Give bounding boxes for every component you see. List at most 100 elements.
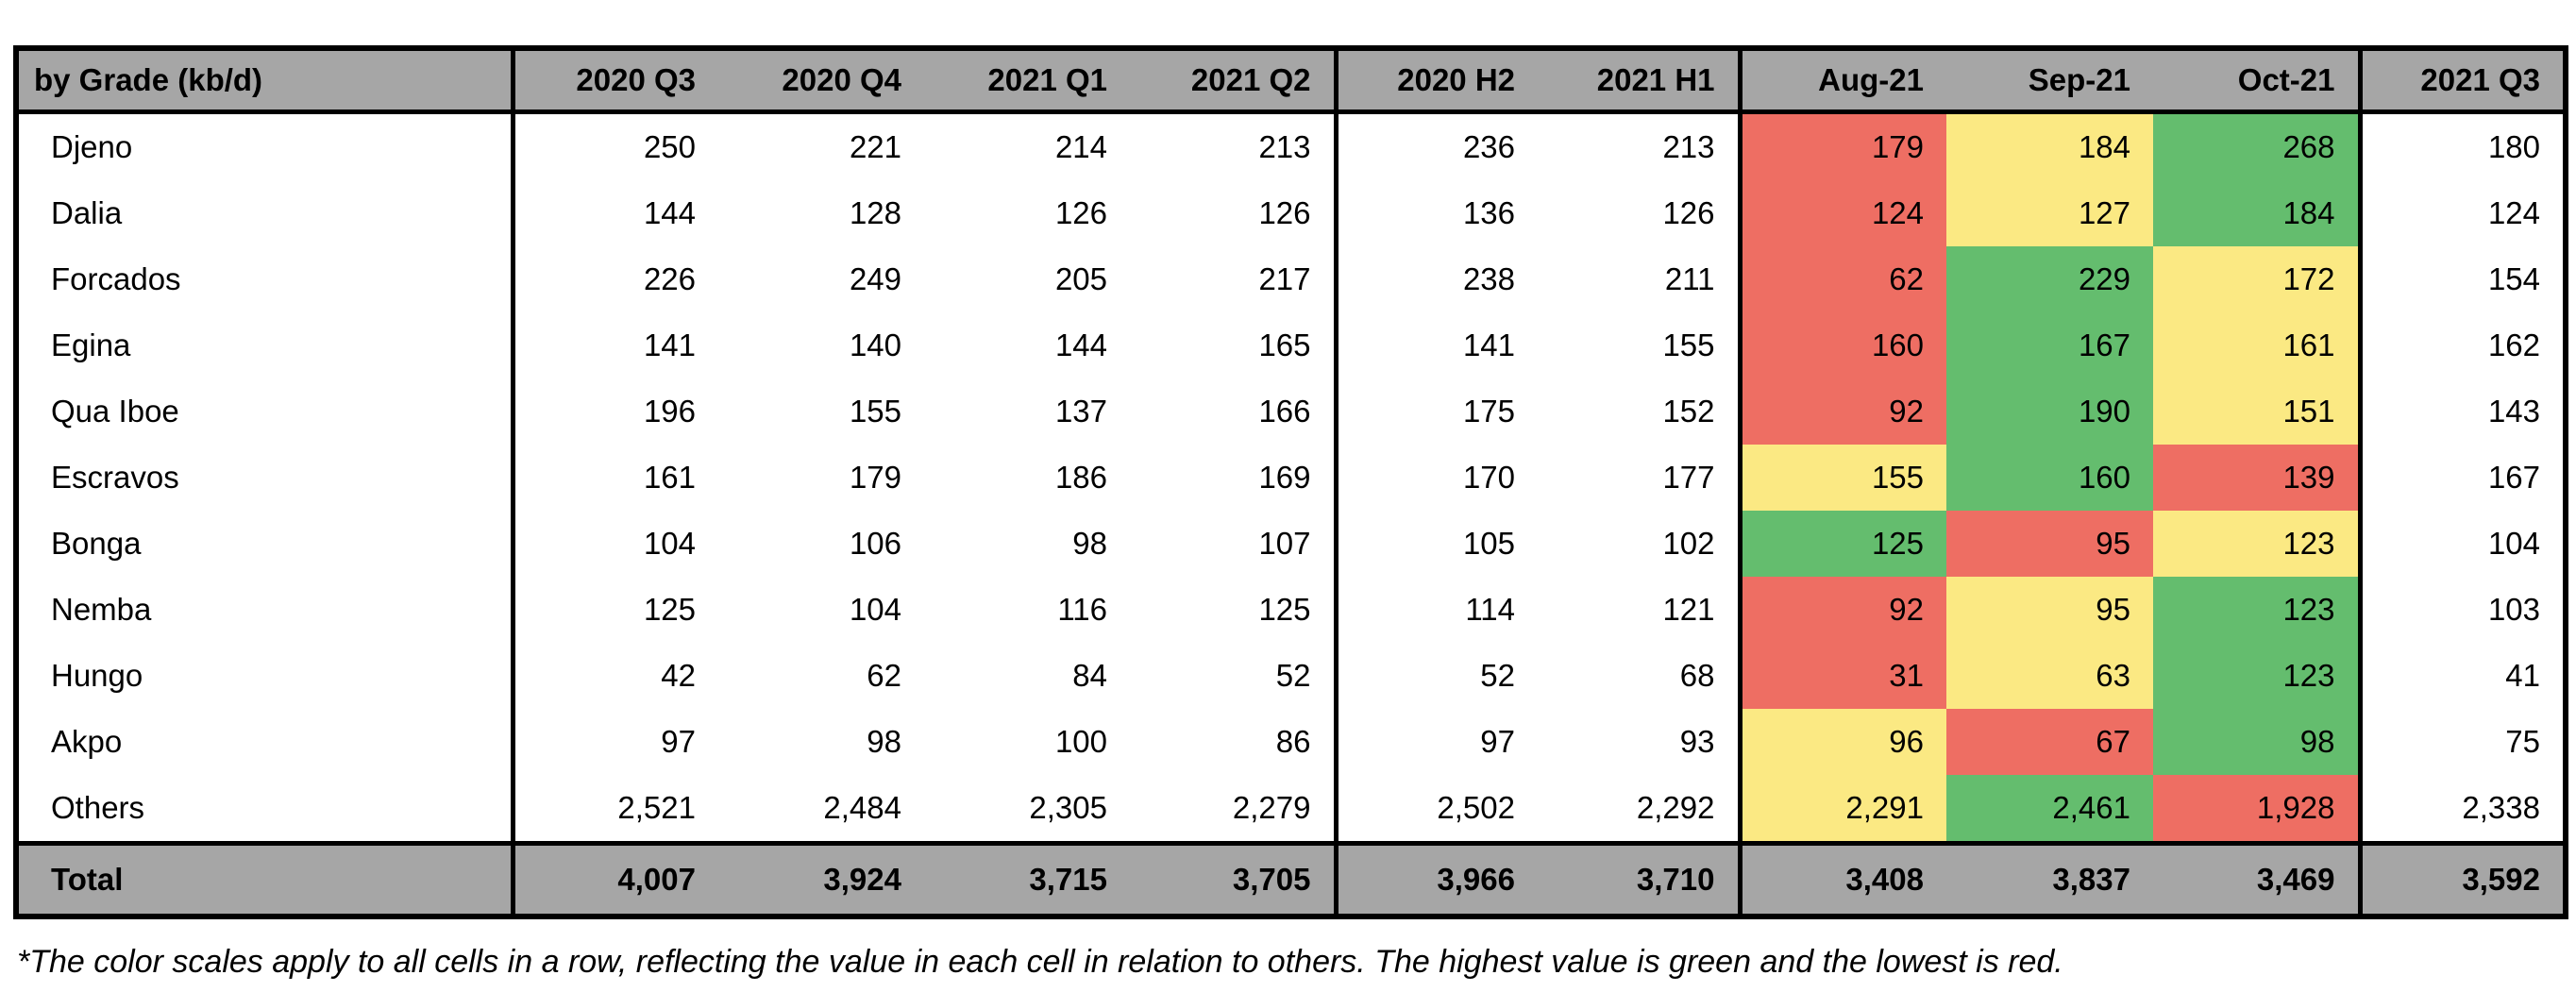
month-value-cell: 2,461 <box>1946 775 2153 844</box>
total-value-cell: 3,966 <box>1336 841 1538 916</box>
table-row: Escravos 161 179 186 169 170 177 155 160 139 167 <box>16 445 2568 511</box>
header-row: by Grade (kb/d) 2020 Q3 2020 Q4 2021 Q1 202… <box>16 48 2568 114</box>
month-value-cell: 268 <box>2153 111 2363 180</box>
value-cell: 249 <box>718 246 924 312</box>
total-row: Total 4,007 3,924 3,715 3,705 3,966 3,710 3,40… <box>16 841 2568 916</box>
grade-cell: Qua Iboe <box>16 378 515 445</box>
value-cell: 162 <box>2360 312 2568 378</box>
value-cell: 86 <box>1130 709 1339 775</box>
value-cell: 144 <box>924 312 1130 378</box>
value-cell: 236 <box>1336 111 1538 180</box>
month-value-cell: 123 <box>2153 643 2363 709</box>
column-header: 2021 H1 <box>1538 48 1743 114</box>
month-value-cell: 172 <box>2153 246 2363 312</box>
value-cell: 97 <box>1336 709 1538 775</box>
corner-header: by Grade (kb/d) <box>16 48 515 114</box>
value-cell: 175 <box>1336 378 1538 445</box>
grade-cell: Forcados <box>16 246 515 312</box>
month-value-cell: 95 <box>1946 511 2153 577</box>
value-cell: 165 <box>1130 312 1339 378</box>
value-cell: 62 <box>718 643 924 709</box>
value-cell: 196 <box>513 378 718 445</box>
total-value-cell: 3,592 <box>2360 841 2568 916</box>
column-header: Oct-21 <box>2153 48 2363 114</box>
value-cell: 104 <box>513 511 718 577</box>
value-cell: 75 <box>2360 709 2568 775</box>
value-cell: 179 <box>718 445 924 511</box>
total-value-cell: 3,469 <box>2153 841 2363 916</box>
value-cell: 211 <box>1538 246 1743 312</box>
column-header: 2020 Q3 <box>513 48 718 114</box>
value-cell: 238 <box>1336 246 1538 312</box>
value-cell: 105 <box>1336 511 1538 577</box>
month-value-cell: 160 <box>1740 312 1946 378</box>
value-cell: 137 <box>924 378 1130 445</box>
table-row: Forcados 226 249 205 217 238 211 62 229 172 154 <box>16 246 2568 312</box>
value-cell: 103 <box>2360 577 2568 643</box>
column-header: 2021 Q2 <box>1130 48 1339 114</box>
value-cell: 97 <box>513 709 718 775</box>
month-value-cell: 62 <box>1740 246 1946 312</box>
month-value-cell: 98 <box>2153 709 2363 775</box>
value-cell: 140 <box>718 312 924 378</box>
month-value-cell: 127 <box>1946 180 2153 246</box>
table-row: Others 2,521 2,484 2,305 2,279 2,502 2,292 2,29… <box>16 775 2568 844</box>
value-cell: 2,521 <box>513 775 718 844</box>
month-value-cell: 123 <box>2153 577 2363 643</box>
table-row: Nemba 125 104 116 125 114 121 92 95 123 103 <box>16 577 2568 643</box>
value-cell: 154 <box>2360 246 2568 312</box>
month-value-cell: 92 <box>1740 577 1946 643</box>
table-row: Qua Iboe 196 155 137 166 175 152 92 190 151 143 <box>16 378 2568 445</box>
month-value-cell: 92 <box>1740 378 1946 445</box>
value-cell: 102 <box>1538 511 1743 577</box>
value-cell: 116 <box>924 577 1130 643</box>
table-row: Bonga 104 106 98 107 105 102 125 95 123 104 <box>16 511 2568 577</box>
total-value-cell: 3,705 <box>1130 841 1339 916</box>
month-value-cell: 151 <box>2153 378 2363 445</box>
table-row: Djeno 250 221 214 213 236 213 179 184 268 180 <box>16 111 2568 180</box>
grade-cell: Akpo <box>16 709 515 775</box>
grade-cell: Djeno <box>16 111 515 180</box>
value-cell: 2,338 <box>2360 775 2568 844</box>
month-value-cell: 184 <box>2153 180 2363 246</box>
month-value-cell: 190 <box>1946 378 2153 445</box>
column-header: Sep-21 <box>1946 48 2153 114</box>
value-cell: 155 <box>1538 312 1743 378</box>
value-cell: 155 <box>718 378 924 445</box>
value-cell: 42 <box>513 643 718 709</box>
value-cell: 166 <box>1130 378 1339 445</box>
value-cell: 114 <box>1336 577 1538 643</box>
month-value-cell: 155 <box>1740 445 1946 511</box>
value-cell: 107 <box>1130 511 1339 577</box>
column-header: 2020 H2 <box>1336 48 1538 114</box>
value-cell: 2,502 <box>1336 775 1538 844</box>
month-value-cell: 179 <box>1740 111 1946 180</box>
month-value-cell: 63 <box>1946 643 2153 709</box>
column-header: Aug-21 <box>1740 48 1946 114</box>
column-header: 2021 Q3 <box>2360 48 2568 114</box>
value-cell: 161 <box>513 445 718 511</box>
month-value-cell: 125 <box>1740 511 1946 577</box>
column-header: 2020 Q4 <box>718 48 924 114</box>
value-cell: 213 <box>1130 111 1339 180</box>
total-label: Total <box>16 841 515 916</box>
grade-cell: Hungo <box>16 643 515 709</box>
value-cell: 41 <box>2360 643 2568 709</box>
value-cell: 170 <box>1336 445 1538 511</box>
value-cell: 52 <box>1336 643 1538 709</box>
table-row: Dalia 144 128 126 126 136 126 124 127 184 124 <box>16 180 2568 246</box>
month-value-cell: 67 <box>1946 709 2153 775</box>
value-cell: 143 <box>2360 378 2568 445</box>
month-value-cell: 96 <box>1740 709 1946 775</box>
value-cell: 106 <box>718 511 924 577</box>
month-value-cell: 123 <box>2153 511 2363 577</box>
value-cell: 167 <box>2360 445 2568 511</box>
value-cell: 152 <box>1538 378 1743 445</box>
value-cell: 93 <box>1538 709 1743 775</box>
value-cell: 205 <box>924 246 1130 312</box>
value-cell: 98 <box>718 709 924 775</box>
month-value-cell: 184 <box>1946 111 2153 180</box>
value-cell: 98 <box>924 511 1130 577</box>
month-value-cell: 229 <box>1946 246 2153 312</box>
